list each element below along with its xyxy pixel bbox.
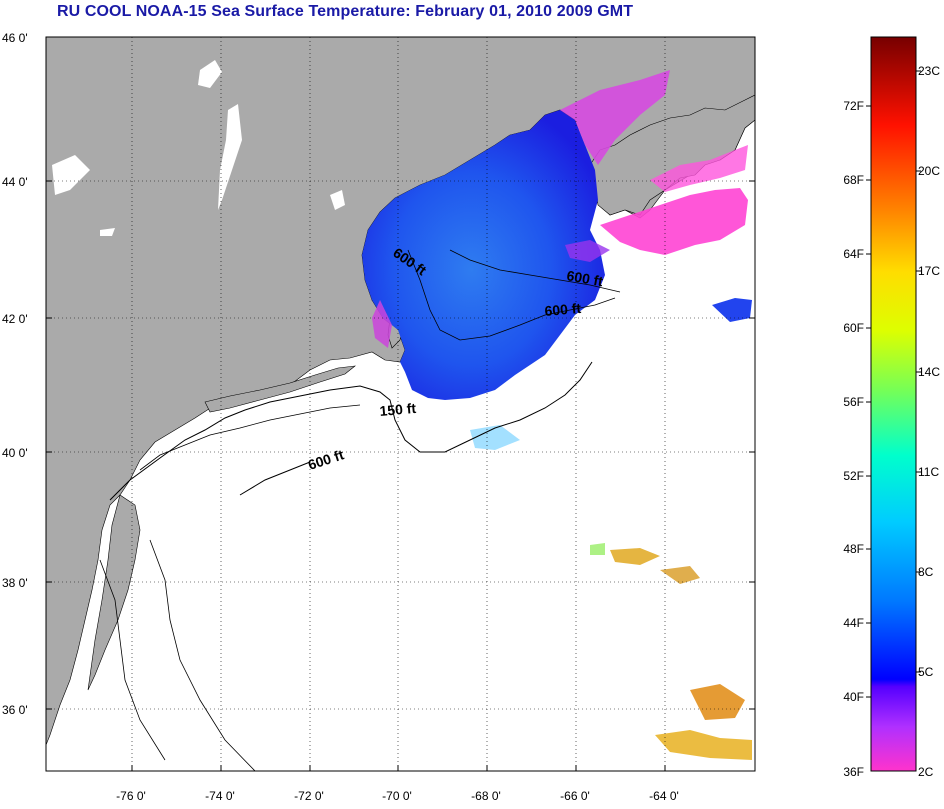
depth-label: 600 ft <box>544 300 582 319</box>
contour-150ft <box>139 404 361 471</box>
x-tick-label: -76 0' <box>116 789 146 803</box>
y-tick-label: 36 0' <box>2 703 28 717</box>
sst-bay-of-fundy <box>560 70 670 165</box>
contour-gom-2 <box>449 249 621 293</box>
colorbar-f-label: 68F <box>843 173 864 187</box>
colorbar-f-label: 72F <box>843 99 864 113</box>
colorbar-f-label: 52F <box>843 469 864 483</box>
map-plot-area <box>46 37 755 771</box>
colorbar-c-label: 8C <box>918 565 934 579</box>
y-axis-labels: 46 0' 44 0' 42 0' 40 0' 38 0' 36 0' <box>2 31 28 717</box>
colorbar-c-label: 23C <box>918 64 940 78</box>
contour-gom <box>407 249 616 341</box>
sst-gulf-of-maine <box>362 110 605 400</box>
lake-ontario <box>52 155 90 195</box>
plot-frame <box>45 36 756 772</box>
contour-600ft-south <box>239 461 311 496</box>
colorbar: 72F 68F 64F 60F 56F 52F 48F 44F 40F 36F … <box>843 36 940 779</box>
sst-patch <box>660 566 700 584</box>
lake-champlain <box>218 104 242 210</box>
land-delmarva <box>87 494 141 691</box>
y-tick-label: 46 0' <box>2 31 28 45</box>
x-tick-label: -74 0' <box>205 789 235 803</box>
y-tick-label: 38 0' <box>2 576 28 590</box>
depth-label: 600 ft <box>565 267 604 289</box>
x-axis-labels: -76 0' -74 0' -72 0' -70 0' -68 0' -66 0… <box>116 789 679 803</box>
x-tick-label: -64 0' <box>649 789 679 803</box>
colorbar-scale <box>870 36 917 772</box>
contour-inner <box>99 559 166 761</box>
depth-labels: 600 ft 600 ft 600 ft 150 ft 600 ft <box>306 244 605 473</box>
x-tick-label: -68 0' <box>471 789 501 803</box>
sst-patch <box>470 425 520 450</box>
colorbar-f-label: 40F <box>843 690 864 704</box>
x-tick-label: -72 0' <box>294 789 324 803</box>
colorbar-f-label: 56F <box>843 395 864 409</box>
map-title: RU COOL NOAA-15 Sea Surface Temperature:… <box>57 3 634 20</box>
colorbar-f-label: 44F <box>843 616 864 630</box>
y-tick-label: 42 0' <box>2 312 28 326</box>
sst-cape-warm <box>372 300 392 348</box>
colorbar-f-ticks <box>866 105 871 698</box>
y-tick-label: 40 0' <box>2 446 28 460</box>
colorbar-c-ticks <box>916 70 921 673</box>
lake <box>198 60 222 88</box>
x-tick-label: -70 0' <box>382 789 412 803</box>
sst-patch <box>650 145 748 192</box>
colorbar-c-label: 2C <box>918 765 934 779</box>
sst-patch <box>690 684 745 720</box>
depth-label: 150 ft <box>379 400 417 419</box>
colorbar-c-label: 14C <box>918 365 940 379</box>
sst-patch <box>712 298 752 322</box>
sst-scotian-shelf <box>600 188 748 255</box>
colorbar-c-label: 20C <box>918 164 940 178</box>
colorbar-c-label: 5C <box>918 665 934 679</box>
land-nova-scotia <box>589 94 755 216</box>
lake <box>100 228 115 236</box>
colorbar-c-label: 11C <box>918 465 939 479</box>
colorbar-f-label: 48F <box>843 542 864 556</box>
axis-ticks <box>46 36 755 771</box>
x-tick-label: -66 0' <box>560 789 590 803</box>
land-long-island <box>204 365 357 413</box>
colorbar-f-label: 64F <box>843 247 864 261</box>
sst-patch <box>590 543 605 555</box>
colorbar-c-label: 17C <box>918 264 940 278</box>
sst-patch <box>610 548 660 565</box>
colorbar-f-label: 36F <box>843 765 864 779</box>
lake <box>330 190 345 210</box>
sst-patch <box>655 730 752 760</box>
contour-inner-2 <box>149 539 256 771</box>
y-tick-label: 44 0' <box>2 175 28 189</box>
contour-600ft <box>109 361 593 501</box>
colorbar-f-label: 60F <box>843 321 864 335</box>
